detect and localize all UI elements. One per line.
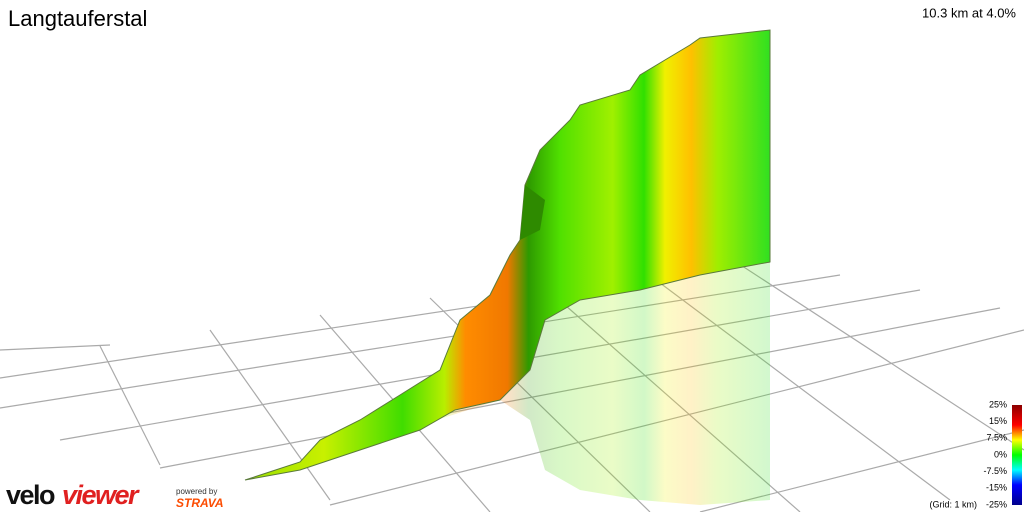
legend-label: 25% [989, 399, 1007, 409]
strava-logo: STRAVA [176, 496, 224, 510]
legend-label: -15% [986, 483, 1007, 493]
legend-label: 0% [994, 449, 1007, 459]
legend-label: -25% [986, 499, 1007, 509]
logo-velo: velo [6, 480, 55, 510]
color-scale [1012, 405, 1022, 505]
legend: 25% 15% 7.5% 0% -7.5% -15% -25% [983, 399, 1007, 509]
legend-label: 15% [989, 416, 1007, 426]
title: Langtauferstal [8, 6, 147, 31]
summary: 10.3 km at 4.0% [922, 5, 1016, 20]
powered-by: powered by [176, 487, 217, 496]
grid-note: (Grid: 1 km) [929, 499, 977, 509]
wall-fold [520, 185, 545, 240]
elevation-wall [244, 29, 771, 481]
logo-viewer: viewer [62, 480, 140, 510]
legend-label: 7.5% [986, 433, 1007, 443]
legend-label: -7.5% [983, 466, 1007, 476]
